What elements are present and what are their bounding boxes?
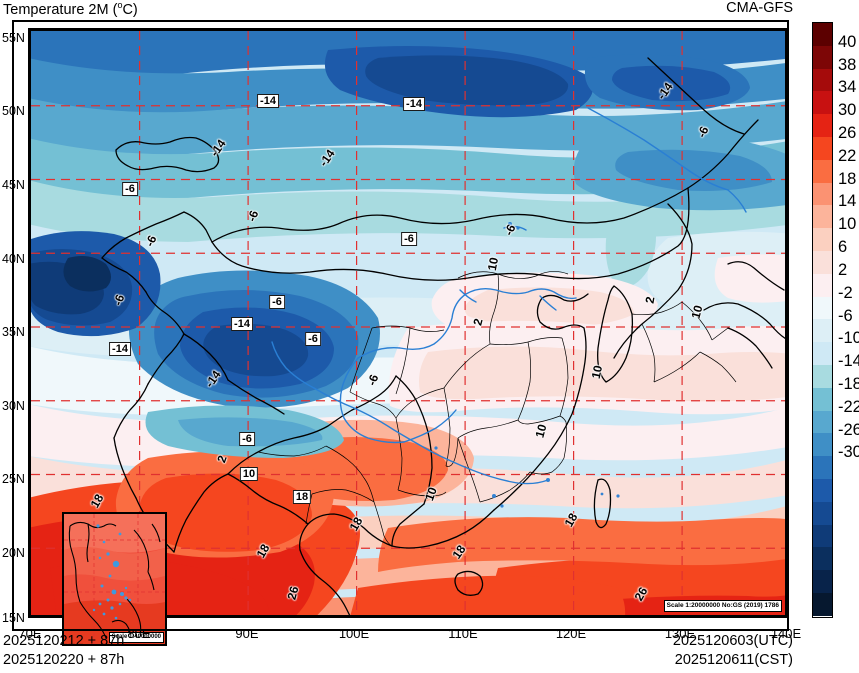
colorbar-band-11 <box>813 273 832 297</box>
colorbar-tick--6: -6 <box>838 306 853 325</box>
y-tick-15n: 15N <box>2 611 25 625</box>
colorbar-tick-30: 30 <box>838 101 857 120</box>
colorbar-tick--2: -2 <box>838 283 853 302</box>
y-tick-55n: 55N <box>2 31 25 45</box>
colorbar-band-6 <box>813 159 832 183</box>
colorbar-tick-2: 2 <box>838 260 848 279</box>
colorbar-tick--26: -26 <box>838 420 859 439</box>
colorbar-tick-34: 34 <box>838 78 857 97</box>
colorbar-band-2 <box>813 68 832 92</box>
x-tick-140e: 140E <box>770 626 802 641</box>
contour-label: 10 <box>688 303 706 321</box>
colorbar-tick--18: -18 <box>838 374 859 393</box>
colorbar-band-9 <box>813 228 832 251</box>
contour-label: -14 <box>403 97 425 111</box>
x-tick-90e: 90E <box>235 626 259 641</box>
contour-label: 10 <box>588 364 606 380</box>
colorbar-band-16 <box>813 387 832 411</box>
colorbar-tick-40: 40 <box>838 32 857 51</box>
contour-label: -14 <box>231 317 253 331</box>
contour-label: -6 <box>305 332 321 346</box>
inset-map-south-china-sea[interactable]: Scale 1:40000000 <box>62 512 167 646</box>
colorbar-band-19 <box>813 456 832 479</box>
x-tick-80e: 80E <box>127 626 151 641</box>
colorbar-band-15 <box>813 364 832 388</box>
contour-label: 18 <box>292 490 312 504</box>
colorbar[interactable] <box>812 22 833 618</box>
colorbar-band-3 <box>813 91 832 115</box>
colorbar-band-20 <box>813 478 832 502</box>
footer-valid-time-utc: 2025120603(UTC) <box>672 633 793 649</box>
colorbar-band-5 <box>813 136 832 160</box>
contour-label: 10 <box>484 256 502 272</box>
x-tick-110e: 110E <box>448 626 478 641</box>
model-label: CMA-GFS <box>726 0 793 16</box>
contour-label: 10 <box>239 467 259 481</box>
contour-label: 10 <box>532 422 550 440</box>
contour-label: -14 <box>109 342 131 356</box>
colorbar-band-17 <box>813 410 832 434</box>
contour-label: -6 <box>401 232 417 246</box>
colorbar-band-23 <box>813 547 832 571</box>
contour-label: -6 <box>122 182 138 196</box>
y-tick-40n: 40N <box>2 252 25 266</box>
footer-valid-time-cst: 2025120611(CST) <box>674 652 793 668</box>
colorbar-tick--22: -22 <box>838 397 859 416</box>
colorbar-band-7 <box>813 182 832 206</box>
title-suffix: C) <box>122 1 138 18</box>
degree-symbol: o <box>117 0 123 10</box>
colorbar-band-13 <box>813 319 832 343</box>
title-prefix: Temperature 2M ( <box>3 1 118 18</box>
colorbar-tick--30: -30 <box>838 443 859 462</box>
x-tick-70e: 70E <box>18 626 42 641</box>
inset-raster <box>64 514 165 644</box>
colorbar-band-22 <box>813 524 832 548</box>
colorbar-tick-22: 22 <box>838 146 857 165</box>
inset-scale-label: Scale 1:40000000 <box>108 632 164 643</box>
x-tick-130e: 130E <box>664 626 696 641</box>
page-title: Temperature 2M (oC) <box>3 0 138 18</box>
contour-label: -6 <box>269 295 285 309</box>
footer-init-time-utc: 2025120212 + 87h <box>3 633 125 649</box>
colorbar-tick-26: 26 <box>838 124 857 143</box>
colorbar-band-24 <box>813 570 832 593</box>
y-tick-20n: 20N <box>2 546 25 560</box>
y-tick-50n: 50N <box>2 104 25 118</box>
y-tick-35n: 35N <box>2 325 25 339</box>
contour-label: -14 <box>257 94 279 108</box>
footer-init-time-cst: 2025120220 + 87h <box>3 652 125 668</box>
colorbar-band-14 <box>813 342 832 365</box>
colorbar-band-0 <box>813 23 832 46</box>
colorbar-tick--14: -14 <box>838 352 859 371</box>
x-tick-100e: 100E <box>338 626 370 641</box>
contour-label: -6 <box>239 432 255 446</box>
y-tick-30n: 30N <box>2 399 25 413</box>
colorbar-tick-10: 10 <box>838 215 857 234</box>
colorbar-band-18 <box>813 433 832 457</box>
contour-label: 26 <box>284 584 302 602</box>
y-tick-45n: 45N <box>2 178 25 192</box>
colorbar-band-12 <box>813 296 832 320</box>
x-tick-120e: 120E <box>555 626 587 641</box>
colorbar-tick--10: -10 <box>838 329 859 348</box>
colorbar-band-4 <box>813 114 832 137</box>
colorbar-band-10 <box>813 250 832 274</box>
colorbar-tick-14: 14 <box>838 192 857 211</box>
colorbar-tick-6: 6 <box>838 238 848 257</box>
y-tick-25n: 25N <box>2 472 25 486</box>
colorbar-band-8 <box>813 205 832 229</box>
temperature-map[interactable]: -14 -14 -14 -14 -14 -14 -14 -14 -6 -6 -6 -6 -6 -6 -6 -6… <box>28 28 788 646</box>
colorbar-tick-18: 18 <box>838 169 857 188</box>
colorbar-tick-38: 38 <box>838 55 857 74</box>
colorbar-band-21 <box>813 501 832 525</box>
colorbar-band-25 <box>813 592 832 616</box>
colorbar-band-1 <box>813 45 832 69</box>
map-scale-label: Scale 1:20000000 No:GS (2019) 1786 <box>663 600 782 612</box>
